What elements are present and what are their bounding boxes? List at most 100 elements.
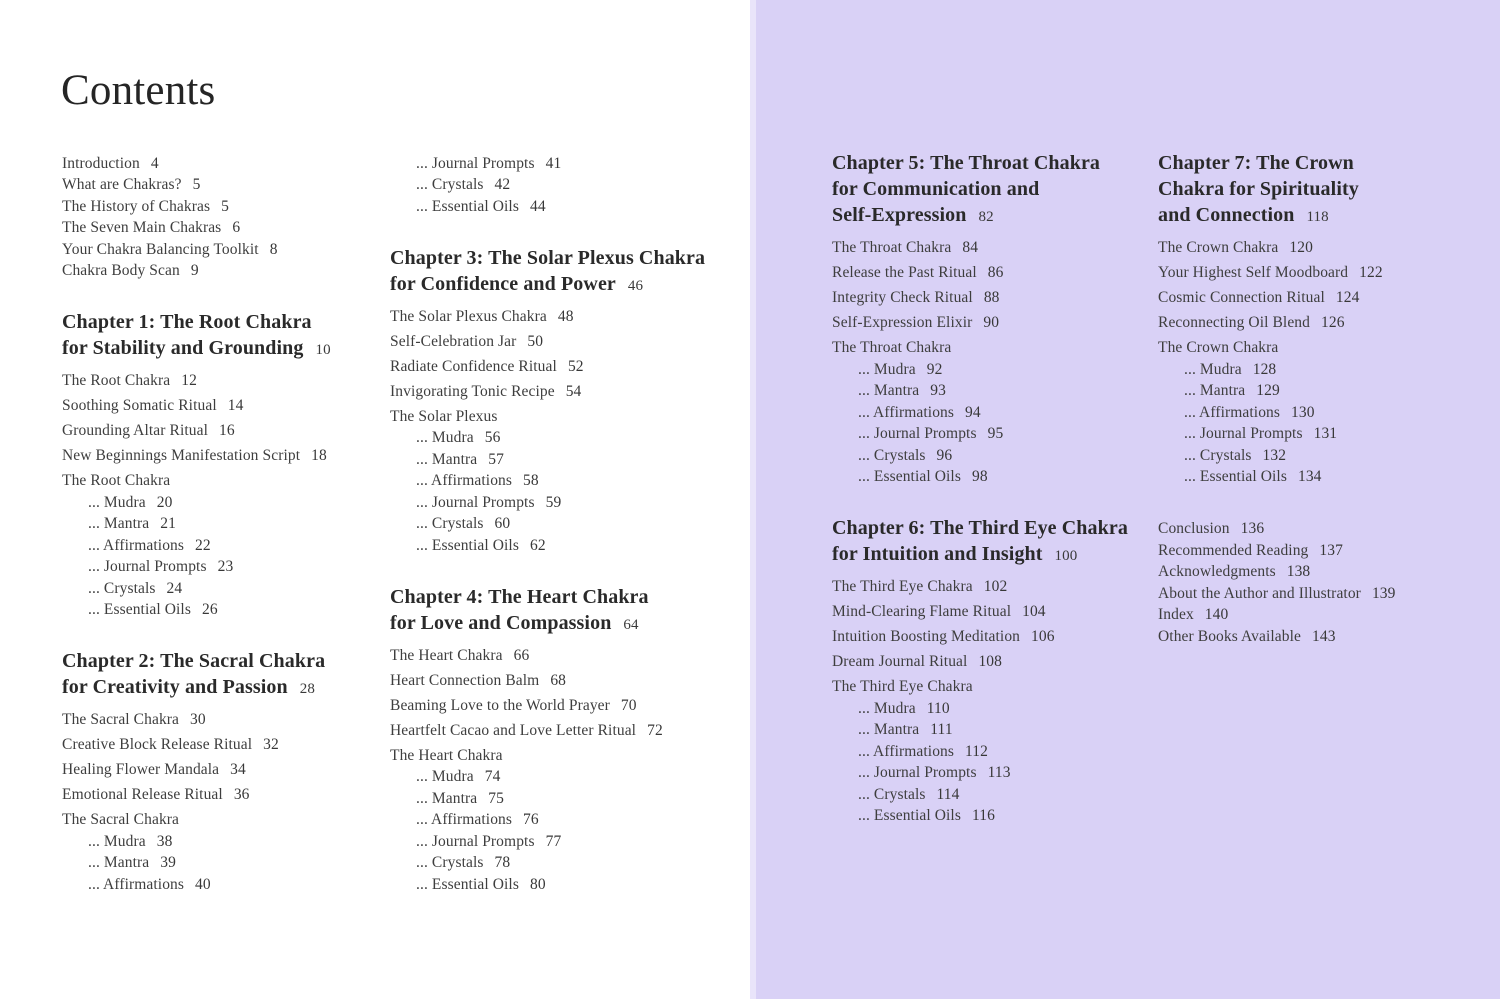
toc-entry-page-number: 113 — [987, 764, 1011, 781]
chapter-block: Chapter 7: The Crown Chakra for Spiritual… — [1158, 150, 1493, 485]
toc-entry: The Sacral Chakra 30 — [62, 712, 377, 728]
toc-entry-page-number: 137 — [1319, 541, 1343, 559]
toc-entry-page-number: 50 — [527, 332, 544, 350]
toc-entry-page-number: 116 — [971, 807, 995, 824]
chapter-heading: Chapter 2: The Sacral Chakra for Creativi… — [62, 648, 377, 702]
toc-entry: Integrity Check Ritual 88 — [832, 290, 1167, 306]
toc-entry-label: The Heart Chakra — [390, 746, 503, 764]
toc-entry: ... Essential Oils 116 — [832, 808, 1167, 824]
toc-entry-label: Dream Journal Ritual — [832, 653, 968, 670]
toc-entry-page-number: 111 — [930, 721, 953, 738]
toc-entry: Emotional Release Ritual 36 — [62, 787, 377, 803]
toc-entry-label: ... Essential Oils — [858, 807, 961, 824]
toc-entry: Healing Flower Mandala 34 — [62, 762, 377, 778]
chapter-heading-line: Chapter 7: The Crown — [1158, 152, 1354, 174]
toc-entry-page-number: 21 — [160, 515, 176, 532]
toc-entry-page-number: 86 — [987, 264, 1004, 281]
toc-entry: The Throat Chakra — [832, 340, 1167, 356]
toc-entry-page-number: 39 — [160, 854, 176, 871]
chapter-block: Chapter 2: The Sacral Chakra for Creativi… — [62, 648, 377, 893]
toc-entry-label: Integrity Check Ritual — [832, 289, 973, 306]
toc-entry-label: ... Crystals — [416, 176, 484, 193]
chapter-heading: Chapter 7: The Crown Chakra for Spiritual… — [1158, 150, 1493, 230]
toc-entry-label: Emotional Release Ritual — [62, 786, 223, 803]
toc-entry: ... Crystals 96 — [832, 447, 1167, 464]
chapter-page-number: 10 — [315, 342, 331, 358]
chapter-page-number: 100 — [1054, 548, 1078, 564]
toc-entry-label: Index — [1158, 606, 1194, 623]
toc-entry-page-number: 14 — [227, 397, 244, 414]
toc-entry: Mind-Clearing Flame Ritual 104 — [832, 604, 1167, 620]
toc-entry-label: Acknowledgments — [1158, 563, 1276, 580]
toc-entry-label: ... Journal Prompts — [416, 154, 535, 172]
toc-entry-label: ... Affirmations — [858, 742, 955, 760]
toc-entry-page-number: 126 — [1321, 314, 1345, 331]
toc-entry: Introduction 4 — [62, 155, 377, 172]
toc-entry-label: ... Journal Prompts — [416, 832, 535, 850]
toc-entry: ... Mantra 21 — [62, 516, 377, 532]
toc-entry-label: Soothing Somatic Ritual — [62, 397, 217, 414]
toc-entry: Release the Past Ritual 86 — [832, 265, 1167, 281]
toc-entry-label: ... Mantra — [416, 450, 478, 468]
chapter-heading-line: Chapter 4: The Heart Chakra — [390, 585, 649, 608]
toc-entry-page-number: 95 — [987, 425, 1004, 442]
chapter-heading: Chapter 6: The Third Eye Chakra for Intui… — [832, 515, 1167, 569]
toc-entry: ... Affirmations 130 — [1158, 404, 1493, 421]
toc-entry-label: ... Essential Oils — [416, 536, 519, 554]
toc-entry-page-number: 66 — [513, 646, 530, 664]
toc-entry-page-number: 23 — [217, 558, 234, 575]
toc-entry-label: The Third Eye Chakra — [832, 578, 973, 595]
toc-entry: ... Essential Oils 80 — [390, 876, 725, 893]
chapter-block: Chapter 6: The Third Eye Chakra for Intui… — [832, 515, 1167, 824]
toc-entry: Intuition Boosting Meditation 106 — [832, 629, 1167, 645]
toc-entry-page-number: 30 — [190, 711, 206, 728]
toc-entry-page-number: 77 — [545, 832, 562, 850]
toc-entry: The Solar Plexus — [390, 408, 725, 425]
toc-entry-label: The Root Chakra — [62, 472, 171, 489]
toc-entry-label: ... Crystals — [416, 854, 484, 871]
toc-entry-page-number: 70 — [620, 696, 637, 714]
toc-entry: Reconnecting Oil Blend 126 — [1158, 315, 1493, 331]
toc-entry: Creative Block Release Ritual 32 — [62, 737, 377, 753]
toc-entry-page-number: 6 — [232, 219, 241, 236]
toc-entry: Heart Connection Balm 68 — [390, 672, 725, 689]
toc-entry: Your Chakra Balancing Toolkit 8 — [62, 241, 377, 258]
toc-entry: ... Affirmations 22 — [62, 537, 377, 554]
chapter-heading-line: Chakra for Spirituality — [1158, 178, 1359, 200]
toc-entry-label: Recommended Reading — [1158, 541, 1309, 559]
chapter-heading-line: Chapter 3: The Solar Plexus Chakra — [390, 246, 706, 269]
toc-entry: Invigorating Tonic Recipe 54 — [390, 383, 725, 400]
toc-entry-page-number: 44 — [529, 197, 546, 215]
toc-entry-page-number: 136 — [1240, 520, 1265, 537]
toc-entry-label: Creative Block Release Ritual — [62, 736, 253, 753]
toc-entry-label: Mind-Clearing Flame Ritual — [832, 603, 1012, 620]
toc-entry-label: The Sacral Chakra — [62, 711, 180, 728]
toc-entry: ... Affirmations 94 — [832, 404, 1167, 421]
toc-entry-page-number: 12 — [181, 372, 197, 389]
toc-entry: The Third Eye Chakra — [832, 679, 1167, 695]
toc-entry: Radiate Confidence Ritual 52 — [390, 358, 725, 375]
page-title: Contents — [61, 67, 216, 114]
toc-entry: The History of Chakras 5 — [62, 198, 377, 215]
toc-entry: ... Crystals 132 — [1158, 446, 1493, 464]
toc-entry-page-number: 5 — [192, 176, 201, 193]
toc-entry-page-number: 131 — [1313, 425, 1338, 442]
chapter-block: Chapter 3: The Solar Plexus Chakra for Co… — [390, 245, 725, 554]
toc-entry-page-number: 40 — [195, 875, 211, 893]
toc-entry: The Root Chakra — [62, 473, 377, 489]
toc-entry-page-number: 60 — [494, 515, 511, 532]
toc-entry-label: New Beginnings Manifestation Script — [62, 447, 301, 464]
toc-entry-label: ... Crystals — [1184, 446, 1252, 464]
toc-entry: ... Mantra 93 — [832, 383, 1167, 399]
toc-entry: The Heart Chakra — [390, 746, 725, 764]
toc-entry-label: ... Mudra — [858, 360, 916, 378]
toc-entry: ... Essential Oils 26 — [62, 602, 377, 618]
toc-list-block: Conclusion 136 Recommended Reading 137 Ackno… — [1158, 521, 1493, 645]
toc-entry: Chakra Body Scan 9 — [62, 263, 377, 279]
toc-entry-label: ... Journal Prompts — [416, 493, 535, 511]
toc-entry-page-number: 41 — [545, 154, 562, 172]
toc-entry-page-number: 90 — [983, 314, 1000, 331]
chapter-page-number: 28 — [299, 681, 315, 697]
toc-column-2: ... Journal Prompts 41 ... Crystals 42 ... E… — [390, 150, 725, 893]
